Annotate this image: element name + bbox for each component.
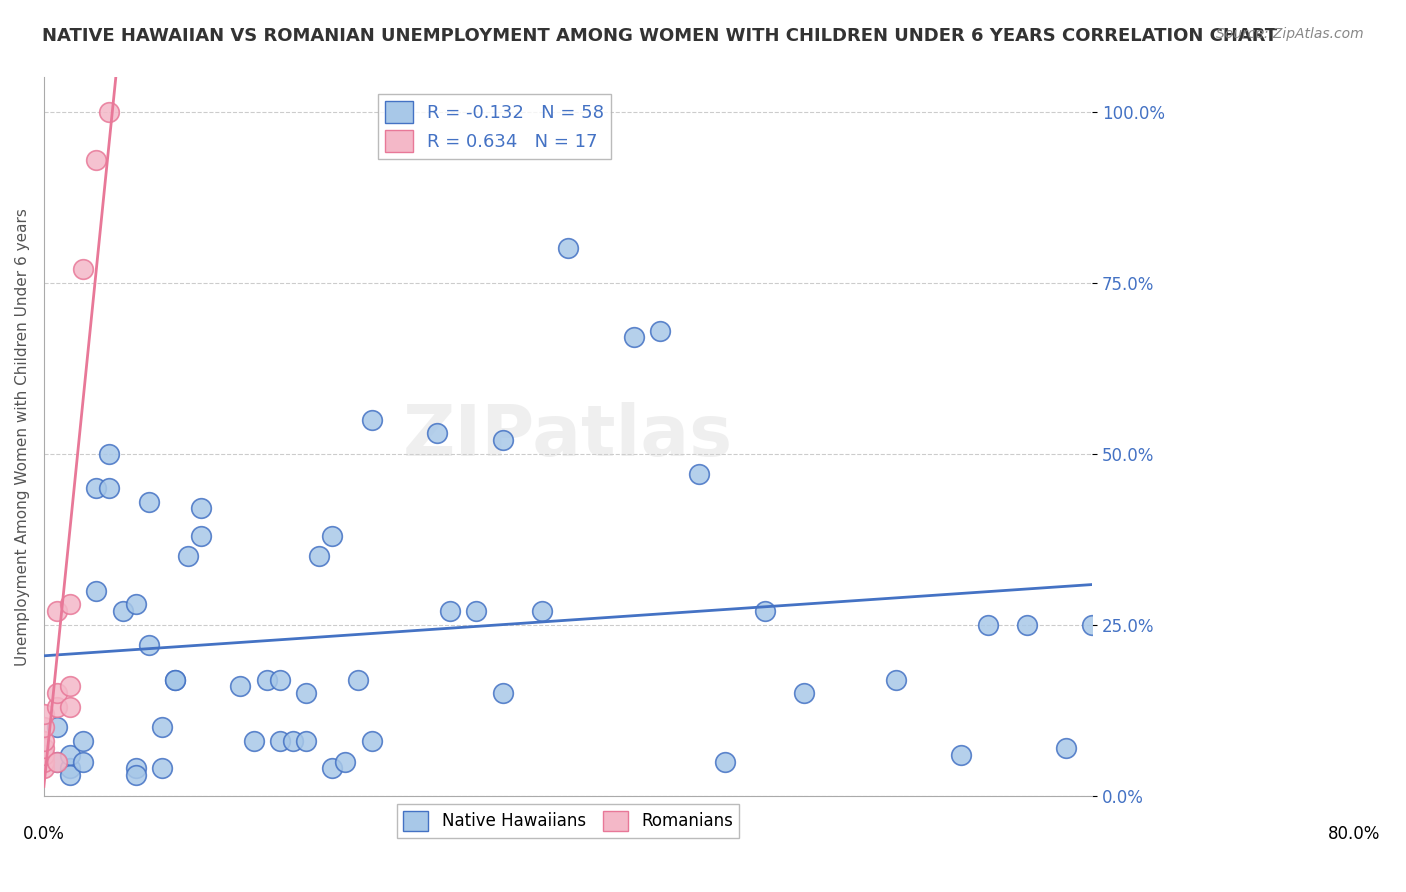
Point	[793, 686, 815, 700]
Point	[530, 604, 553, 618]
Point	[72, 734, 94, 748]
Point	[177, 549, 200, 564]
Point	[86, 481, 108, 495]
Point	[32, 706, 55, 721]
Point	[269, 673, 291, 687]
Point	[190, 529, 212, 543]
Point	[360, 734, 382, 748]
Point	[360, 412, 382, 426]
Point	[32, 747, 55, 762]
Point	[32, 721, 55, 735]
Point	[295, 686, 318, 700]
Point	[491, 433, 513, 447]
Point	[281, 734, 304, 748]
Point	[59, 699, 82, 714]
Point	[124, 768, 146, 782]
Point	[72, 262, 94, 277]
Point	[491, 686, 513, 700]
Point	[46, 755, 69, 769]
Point	[138, 638, 160, 652]
Y-axis label: Unemployment Among Women with Children Under 6 years: Unemployment Among Women with Children U…	[15, 208, 30, 665]
Point	[256, 673, 278, 687]
Point	[150, 721, 173, 735]
Point	[976, 617, 998, 632]
Point	[557, 242, 579, 256]
Point	[347, 673, 370, 687]
Point	[321, 529, 343, 543]
Point	[46, 604, 69, 618]
Text: ZIPatlas: ZIPatlas	[404, 402, 733, 471]
Point	[465, 604, 488, 618]
Point	[439, 604, 461, 618]
Point	[150, 762, 173, 776]
Point	[32, 734, 55, 748]
Point	[46, 721, 69, 735]
Point	[59, 768, 82, 782]
Point	[32, 755, 55, 769]
Point	[688, 467, 710, 482]
Point	[1015, 617, 1038, 632]
Point	[190, 501, 212, 516]
Point	[335, 755, 357, 769]
Point	[98, 447, 121, 461]
Point	[1054, 741, 1077, 756]
Point	[950, 747, 973, 762]
Point	[308, 549, 330, 564]
Point	[86, 583, 108, 598]
Point	[46, 699, 69, 714]
Point	[884, 673, 907, 687]
Text: NATIVE HAWAIIAN VS ROMANIAN UNEMPLOYMENT AMONG WOMEN WITH CHILDREN UNDER 6 YEARS: NATIVE HAWAIIAN VS ROMANIAN UNEMPLOYMENT…	[42, 27, 1277, 45]
Text: Source: ZipAtlas.com: Source: ZipAtlas.com	[1216, 27, 1364, 41]
Point	[623, 330, 645, 344]
Point	[269, 734, 291, 748]
Point	[295, 734, 318, 748]
Point	[32, 762, 55, 776]
Point	[86, 153, 108, 167]
Point	[46, 686, 69, 700]
Point	[59, 762, 82, 776]
Point	[124, 597, 146, 611]
Point	[124, 762, 146, 776]
Point	[72, 755, 94, 769]
Text: 80.0%: 80.0%	[1329, 824, 1381, 843]
Point	[229, 679, 252, 693]
Point	[98, 104, 121, 119]
Text: 0.0%: 0.0%	[22, 824, 65, 843]
Point	[32, 741, 55, 756]
Point	[648, 324, 671, 338]
Point	[163, 673, 186, 687]
Point	[714, 755, 737, 769]
Point	[138, 494, 160, 508]
Legend: Native Hawaiians, Romanians: Native Hawaiians, Romanians	[396, 804, 740, 838]
Point	[163, 673, 186, 687]
Point	[59, 747, 82, 762]
Point	[242, 734, 264, 748]
Point	[426, 426, 449, 441]
Point	[321, 762, 343, 776]
Point	[59, 597, 82, 611]
Point	[111, 604, 134, 618]
Point	[98, 481, 121, 495]
Point	[754, 604, 776, 618]
Point	[59, 679, 82, 693]
Point	[1081, 617, 1104, 632]
Point	[46, 755, 69, 769]
